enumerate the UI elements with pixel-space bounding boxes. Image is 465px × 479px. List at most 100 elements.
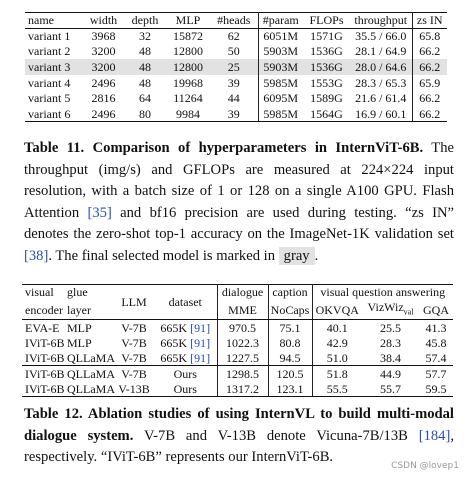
table-cell: 59.5 xyxy=(419,381,453,398)
caption: Table 12. Ablation studies of using Inte… xyxy=(24,404,454,469)
table-cell: 44.9 xyxy=(380,366,401,381)
table-cell: 1298.5 xyxy=(217,365,269,382)
table-cell: 665K [91] xyxy=(154,335,218,351)
hyperparameter-table: name width depth MLP #heads #param FLOPs throug… xyxy=(25,12,447,123)
table-cell: 57.7 xyxy=(425,366,447,381)
table-cell: 6051M xyxy=(263,29,299,44)
table-cell: 5903M xyxy=(263,44,299,59)
table-cell: 45.8 xyxy=(425,335,447,350)
table-cell: variant 5 xyxy=(28,91,71,106)
table-cell: 1022.3 xyxy=(217,335,269,351)
citation: [184] xyxy=(418,427,451,444)
cell-text: 665K xyxy=(160,335,188,350)
table-cell: V-13B xyxy=(114,381,154,398)
table-cell: 1227.5 xyxy=(217,350,269,367)
table-cell: 32 xyxy=(139,29,151,44)
table-cell: variant 3 xyxy=(25,59,83,75)
header-cell: glue xyxy=(64,283,114,300)
table-cell: 25.5 xyxy=(380,320,401,335)
caption-label: Table 11. xyxy=(24,140,85,156)
table-cell: 51.8 xyxy=(326,366,348,381)
table-cell: 55.7 xyxy=(362,381,419,398)
table-cell: 66.2 xyxy=(419,44,441,59)
table-cell: 38.4 xyxy=(362,350,419,367)
table-cell: 28.1 / 64.9 xyxy=(350,43,413,60)
header-cell: FLOPs xyxy=(303,12,350,29)
table-cell: variant 2 xyxy=(28,44,71,59)
table-cell: 5985M xyxy=(258,106,303,123)
table-row: variant 4 2496 48 19968 39 5985M 1553G 28.3 / 6… xyxy=(25,74,447,91)
header-cell: depth xyxy=(124,12,166,29)
caption-text: V-7B and V-13B denote Vicuna-7B/13B xyxy=(133,427,419,444)
subscript: val xyxy=(403,307,414,317)
table-cell: variant 4 xyxy=(28,75,71,90)
table-cell: 42.9 xyxy=(326,335,348,350)
citation: [91] xyxy=(190,320,211,335)
table-cell: variant 1 xyxy=(28,29,71,44)
table-cell: 12800 xyxy=(166,59,210,75)
table-cell: 75.1 xyxy=(268,319,313,336)
table-cell: 11264 xyxy=(173,91,203,106)
table-cell: 12800 xyxy=(173,44,203,59)
table-cell: 5985M xyxy=(263,75,299,90)
table-cell: 57.4 xyxy=(419,350,453,367)
table-cell: 665K [91] xyxy=(154,319,218,336)
header-cell: zs IN xyxy=(412,12,447,29)
table-cell: 48 xyxy=(139,44,151,59)
table-cell: 28.3 xyxy=(380,335,401,350)
table-cell: 1536G xyxy=(303,59,350,75)
citation: [91] xyxy=(190,335,211,350)
table-cell: 51.0 xyxy=(312,350,362,367)
header-cell: VizWizval xyxy=(362,299,419,321)
cell-text: 665K xyxy=(160,320,188,335)
table-row: variant 6 2496 80 9984 39 5985M 1564G 16.9 / 60… xyxy=(25,106,447,123)
table-cell: 2816 xyxy=(91,91,116,106)
table-cell: IViT-6B xyxy=(25,366,65,381)
header-cell: encoder xyxy=(22,299,64,321)
header-cell: #param xyxy=(258,12,303,29)
table-cell: 1536G xyxy=(310,44,343,59)
table-cell: 3968 xyxy=(91,29,116,44)
table-cell: Ours xyxy=(154,381,218,398)
caption-label: Table 12. xyxy=(24,406,83,422)
header-cell: visual question answering xyxy=(312,283,453,300)
table-cell: 62 xyxy=(210,28,259,44)
caption-text: and bf16 precision are used during testi… xyxy=(24,204,454,243)
table-cell: 9984 xyxy=(166,106,210,123)
table-cell: V-7B xyxy=(121,320,147,335)
header-cell: dialogue xyxy=(217,283,269,300)
table-cell: 1564G xyxy=(303,106,350,123)
caption-text: . xyxy=(314,247,319,264)
table-cell: 94.5 xyxy=(268,350,313,367)
header-cell: name xyxy=(25,12,83,29)
table-cell: 3200 xyxy=(91,44,116,59)
header-row: name width depth MLP #heads #param FLOPs throug… xyxy=(25,12,447,29)
table-cell: MLP xyxy=(67,335,92,350)
table-cell: 55.5 xyxy=(312,381,362,398)
citation: [38] xyxy=(24,247,49,264)
table-cell: 64 xyxy=(139,91,151,106)
table-cell: V-7B xyxy=(121,366,147,381)
caption: Table 11. Comparison of hyperparameters … xyxy=(24,138,454,267)
table-cell: 665K [91] xyxy=(154,350,218,367)
table-row: variant 1 3968 32 15872 62 6051M 1571G 35.5 / 6… xyxy=(25,28,447,44)
table-cell: 28.3 / 65.3 xyxy=(350,74,413,91)
table-cell: 19968 xyxy=(173,75,203,90)
table-cell: MLP xyxy=(67,320,92,335)
header-cell: dataset xyxy=(154,283,218,321)
header-cell: GQA xyxy=(419,299,453,321)
table-cell: 35.5 / 66.0 xyxy=(350,28,413,44)
table-cell: 1589G xyxy=(310,91,343,106)
caption-title: Comparison of hyperparameters in InternV… xyxy=(92,140,424,156)
table-cell: 48 xyxy=(124,59,166,75)
header-cell: layer xyxy=(64,299,114,321)
table-cell: 44 xyxy=(210,90,259,107)
table-cell: QLLaMA xyxy=(67,366,115,381)
table-cell: 66.2 xyxy=(412,106,447,123)
cell-text: 665K xyxy=(160,351,188,365)
table-cell: 66.2 xyxy=(419,91,441,106)
table-row: variant 5 2816 64 11264 44 6095M 1589G 21.6 / 6… xyxy=(25,90,447,107)
table-cell: 39 xyxy=(210,106,259,123)
citation: [91] xyxy=(190,351,211,365)
